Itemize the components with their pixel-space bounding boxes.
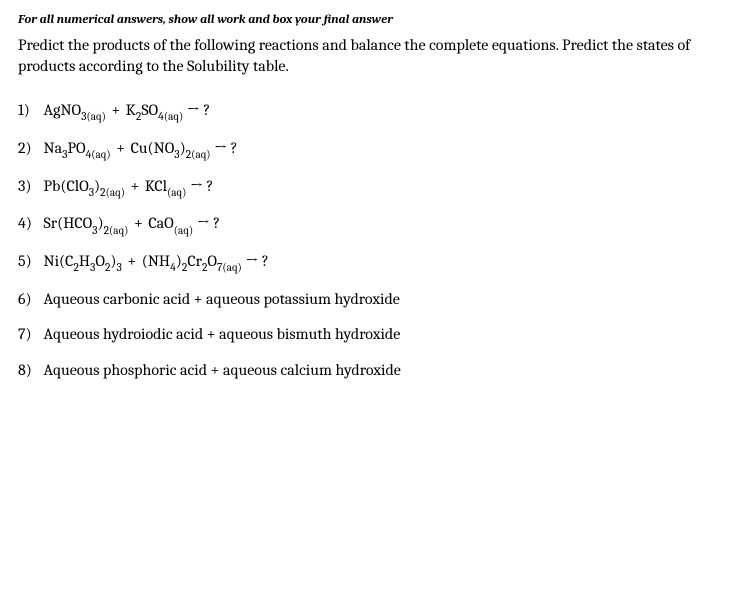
subscript: 2 <box>136 110 141 123</box>
formula-text: PO <box>67 139 85 157</box>
state-label: (aq) <box>86 110 105 123</box>
subscript: 3 <box>174 148 179 161</box>
subscript: 2 <box>73 261 78 274</box>
question-item: 5) Ni(C2H3O2)3 + (NH4)2Cr2O7(aq) → ? <box>18 251 720 275</box>
formula-text: Cr <box>187 252 202 270</box>
reaction-arrow: → <box>190 177 203 196</box>
subscript: 2 <box>202 261 207 274</box>
plus-sign: + <box>122 252 142 270</box>
question-number: 5) <box>18 251 40 273</box>
reaction-arrow: → <box>245 252 258 271</box>
question-item: 1) AgNO3(aq) + K2SO4(aq) → ? <box>18 100 720 124</box>
formula-text: CaO <box>148 214 173 232</box>
question-item: 2) Na3PO4(aq) + Cu(NO3)2(aq) → ? <box>18 138 720 162</box>
plus-sign: + <box>125 177 145 195</box>
question-number: 6) <box>18 289 40 311</box>
state-label: (aq) <box>91 148 110 161</box>
subscript: 4 <box>170 261 176 274</box>
formula-text: O <box>95 252 105 270</box>
rhs-unknown: ? <box>207 177 214 195</box>
formula-text: ) <box>180 139 186 157</box>
formula-text: KCl <box>145 177 167 195</box>
state-label: (aq) <box>106 186 125 199</box>
question-number: 7) <box>18 324 40 346</box>
question-number: 4) <box>18 213 40 235</box>
formula-text: Sr(HCO <box>44 214 93 232</box>
question-text: Aqueous hydroiodic acid + aqueous bismut… <box>44 325 401 343</box>
rhs-unknown: ? <box>231 139 238 157</box>
question-number: 3) <box>18 176 40 198</box>
instruction-line: For all numerical answers, show all work… <box>18 12 720 29</box>
question-item: 3) Pb(ClO3)2(aq) + KCl(aq) → ? <box>18 176 720 200</box>
question-number: 2) <box>18 138 40 160</box>
rhs-unknown: ? <box>262 252 269 270</box>
formula-text: ) <box>176 252 182 270</box>
formula-text: Na <box>44 139 63 157</box>
plus-sign: + <box>106 101 126 119</box>
subscript: 3 <box>90 261 95 274</box>
rhs-unknown: ? <box>213 214 220 232</box>
formula-text: Pb(ClO <box>44 177 89 195</box>
formula-text: ) <box>110 252 116 270</box>
formula-text: O <box>207 252 217 270</box>
question-item: 4) Sr(HCO3)2(aq) + CaO(aq) → ? <box>18 213 720 237</box>
reaction-arrow: → <box>214 139 227 158</box>
formula-text: AgNO <box>44 101 82 119</box>
question-item: 6) Aqueous carbonic acid + aqueous potas… <box>18 289 720 311</box>
plus-sign: + <box>128 214 148 232</box>
state-label: (aq) <box>164 110 183 123</box>
formula-text: ) <box>97 214 103 232</box>
state-label: (aq) <box>191 148 210 161</box>
question-list: 1) AgNO3(aq) + K2SO4(aq) → ?2) Na3PO4(aq… <box>18 100 720 381</box>
question-item: 8) Aqueous phosphoric acid + aqueous cal… <box>18 360 720 382</box>
subscript: 3 <box>89 186 94 199</box>
subscript: 3 <box>92 224 97 237</box>
reaction-arrow: → <box>197 214 210 233</box>
subscript: 3 <box>62 148 67 161</box>
subscript: 2 <box>182 261 187 274</box>
question-text: Aqueous carbonic acid + aqueous potassiu… <box>44 290 400 308</box>
question-text: Aqueous phosphoric acid + aqueous calciu… <box>44 361 401 379</box>
question-number: 8) <box>18 360 40 382</box>
intro-paragraph: Predict the products of the following re… <box>18 35 720 78</box>
formula-text: Ni(C <box>44 252 74 270</box>
formula-text: SO <box>141 101 158 119</box>
subscript: 3 <box>117 261 122 274</box>
state-label: (aq) <box>174 224 193 237</box>
formula-text: K <box>126 101 136 119</box>
formula-text: Cu(NO <box>131 139 175 157</box>
formula-text: (NH <box>142 252 170 270</box>
question-item: 7) Aqueous hydroiodic acid + aqueous bis… <box>18 324 720 346</box>
rhs-unknown: ? <box>203 101 210 119</box>
subscript: 2 <box>105 261 110 274</box>
subscript: 2 <box>100 186 105 199</box>
subscript: 4 <box>158 110 164 123</box>
state-label: (aq) <box>167 186 186 199</box>
state-label: (aq) <box>109 224 128 237</box>
state-label: (aq) <box>222 261 241 274</box>
formula-text: H <box>79 252 90 270</box>
question-number: 1) <box>18 100 40 122</box>
reaction-arrow: → <box>187 101 200 120</box>
plus-sign: + <box>111 139 131 157</box>
